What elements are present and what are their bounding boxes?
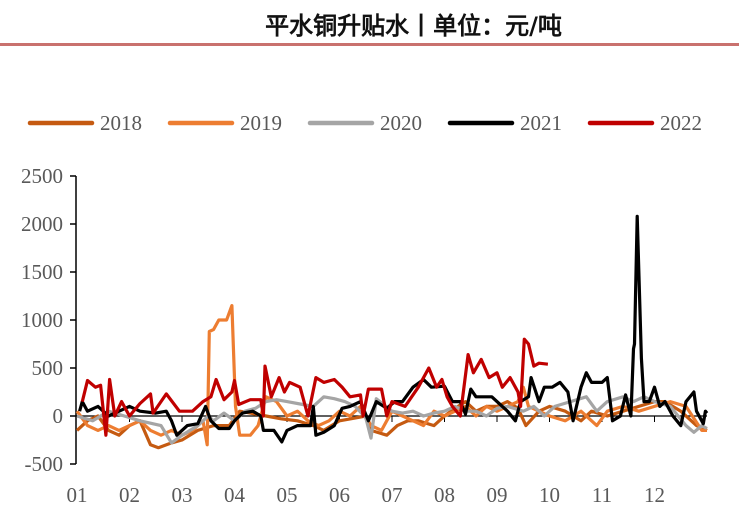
x-tick-label: 05 (277, 483, 298, 507)
chart-title: 平水铜升贴水丨单位：元/吨 (265, 12, 562, 40)
x-tick-label: 03 (172, 483, 193, 507)
x-tick-label: 10 (539, 483, 560, 507)
title-divider (0, 43, 739, 46)
legend-label-2019: 2019 (240, 111, 282, 135)
x-tick-label: 09 (487, 483, 508, 507)
x-tick-label: 02 (119, 483, 140, 507)
y-tick-label: -500 (25, 452, 64, 476)
legend-label-2021: 2021 (520, 111, 562, 135)
x-tick-label: 12 (644, 483, 665, 507)
series-line-2022 (80, 337, 549, 437)
y-tick-label: 1500 (21, 260, 63, 284)
x-tick-label: 08 (434, 483, 455, 507)
x-tick-label: 11 (592, 483, 612, 507)
x-tick-label: 04 (224, 483, 246, 507)
y-tick-label: 500 (32, 356, 64, 380)
y-tick-label: 0 (53, 404, 64, 428)
y-tick-label: 1000 (21, 308, 63, 332)
legend-label-2020: 2020 (380, 111, 422, 135)
legend-label-2018: 2018 (100, 111, 142, 135)
series-line-2021 (78, 214, 709, 444)
x-tick-label: 01 (67, 483, 88, 507)
y-tick-label: 2500 (21, 164, 63, 188)
legend-label-2022: 2022 (660, 111, 702, 135)
y-tick-label: 2000 (21, 212, 63, 236)
x-tick-label: 07 (382, 483, 403, 507)
x-tick-label: 06 (329, 483, 350, 507)
